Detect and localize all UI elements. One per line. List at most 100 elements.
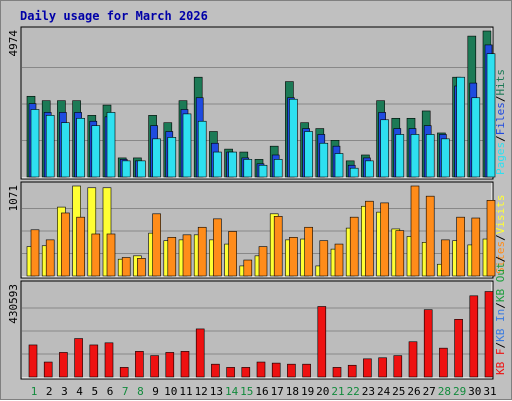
bar-sites-day-18 — [289, 237, 298, 277]
legend-entry: / — [494, 96, 507, 103]
bar-sites-day-8 — [137, 258, 146, 277]
bar-kb-f-day-8 — [135, 351, 144, 378]
bar-kb-f-day-14 — [226, 367, 235, 378]
bar-kb-f-day-19 — [302, 363, 311, 378]
bar-sites-day-22 — [349, 216, 359, 277]
chart-panels: 4974Pages/Files/Hits1071Sites/Visits4305… — [7, 26, 507, 380]
bar-pages-day-21 — [334, 153, 344, 178]
bar-sites-day-9 — [152, 213, 161, 277]
x-tick-label-day-26: 26 — [407, 385, 420, 398]
bar-pages-day-12 — [197, 120, 207, 178]
bar-kb-f-day-12 — [195, 328, 205, 378]
bar-kb-f-day-18 — [287, 363, 296, 378]
bar-sites-day-26 — [410, 185, 420, 277]
bar-pages-day-23 — [365, 160, 374, 178]
legend-entry: Hits — [494, 69, 507, 96]
legend-entry: / — [494, 234, 507, 241]
bar-kb-f-day-16 — [256, 361, 266, 378]
legend-kbf-kbin-kbout: KB F/KB In/KB Out/ — [494, 256, 507, 375]
bar-pages-day-14 — [228, 151, 237, 178]
bar-pages-day-11 — [182, 113, 192, 178]
bar-sites-day-5 — [91, 233, 101, 277]
x-tick-label-day-12: 12 — [195, 385, 208, 398]
bar-sites-day-4 — [76, 216, 85, 277]
bar-pages-day-15 — [243, 159, 253, 178]
bar-sites-day-23 — [365, 200, 374, 277]
x-tick-label-day-13: 13 — [210, 385, 223, 398]
x-tick-label-day-25: 25 — [392, 385, 405, 398]
x-tick-label-day-22: 22 — [347, 385, 360, 398]
x-tick-label-day-14: 14 — [225, 385, 239, 398]
bar-kb-f-day-28 — [439, 347, 448, 378]
bar-pages-day-18 — [289, 98, 298, 178]
chart-title: Daily usage for March 2026 — [20, 9, 208, 23]
legend-entry: / — [494, 135, 507, 142]
bar-sites-day-30 — [471, 217, 481, 277]
x-tick-label-day-5: 5 — [91, 385, 98, 398]
bar-pages-day-24 — [380, 119, 389, 178]
bar-kb-f-day-10 — [165, 352, 175, 378]
x-tick-label-day-24: 24 — [377, 385, 391, 398]
bar-sites-day-1 — [30, 229, 40, 277]
bar-sites-day-6 — [106, 233, 116, 277]
legend-entry: / — [494, 342, 507, 349]
bar-pages-day-7 — [121, 160, 131, 178]
bar-kb-f-day-11 — [180, 351, 190, 378]
bar-kb-f-day-27 — [423, 309, 433, 378]
bar-pages-day-19 — [304, 131, 313, 178]
bar-pages-day-2 — [45, 115, 55, 178]
bar-pages-day-3 — [61, 122, 70, 178]
x-tick-label-day-29: 29 — [453, 385, 466, 398]
bar-pages-day-20 — [319, 142, 329, 178]
bar-sites-day-19 — [304, 226, 313, 277]
legend-entry: Pages — [494, 142, 507, 175]
bar-pages-day-13 — [213, 151, 222, 178]
legend-visits-sites: Sites/Visits — [494, 195, 507, 275]
bar-sites-day-27 — [425, 195, 435, 277]
bar-kb-f-day-23 — [363, 358, 372, 378]
x-tick-label-day-23: 23 — [362, 385, 375, 398]
bar-kb-f-day-3 — [59, 352, 68, 378]
x-tick-label-day-20: 20 — [316, 385, 329, 398]
bar-sites-day-21 — [334, 243, 344, 277]
legend-entry: / — [494, 302, 507, 309]
legend-entry: / — [494, 256, 507, 263]
x-tick-label-day-10: 10 — [164, 385, 177, 398]
bar-kb-f-day-26 — [408, 341, 418, 378]
x-tick-label-day-21: 21 — [331, 385, 344, 398]
bar-pages-day-26 — [410, 134, 420, 178]
bar-kb-f-day-25 — [393, 355, 403, 378]
x-tick-label-day-11: 11 — [179, 385, 192, 398]
y-axis-max-label: 430593 — [7, 284, 20, 324]
bar-kb-f-day-2 — [43, 361, 53, 378]
bar-kb-f-day-22 — [347, 364, 357, 378]
bar-pages-day-17 — [273, 159, 283, 178]
bar-kb-f-day-21 — [332, 367, 342, 378]
bar-kb-f-day-9 — [150, 355, 159, 378]
legend-entry: Files — [494, 102, 507, 135]
bar-kb-f-day-4 — [74, 338, 83, 378]
x-tick-label-day-4: 4 — [76, 385, 83, 398]
bar-kb-f-day-30 — [469, 295, 479, 378]
bar-sites-day-2 — [45, 239, 55, 277]
bar-pages-day-4 — [76, 117, 85, 178]
x-tick-label-day-28: 28 — [438, 385, 451, 398]
x-tick-label-day-17: 17 — [271, 385, 284, 398]
legend-entry: KB Out — [494, 262, 507, 302]
bar-pages-day-5 — [91, 125, 101, 178]
bar-sites-day-16 — [258, 246, 268, 277]
x-tick-label-day-9: 9 — [152, 385, 159, 398]
bar-sites-day-14 — [228, 231, 237, 277]
bar-pages-day-22 — [349, 167, 359, 178]
bar-sites-day-7 — [121, 257, 131, 277]
x-tick-label-day-19: 19 — [301, 385, 314, 398]
bar-kb-f-day-5 — [89, 344, 99, 378]
bar-pages-day-16 — [258, 164, 268, 178]
bar-sites-day-12 — [197, 226, 207, 277]
bar-kb-f-day-31 — [484, 291, 494, 378]
bar-kb-f-day-13 — [211, 363, 220, 378]
bar-pages-day-8 — [137, 160, 146, 178]
legend-hits-files-pages: Pages/Files/Hits — [494, 69, 507, 175]
